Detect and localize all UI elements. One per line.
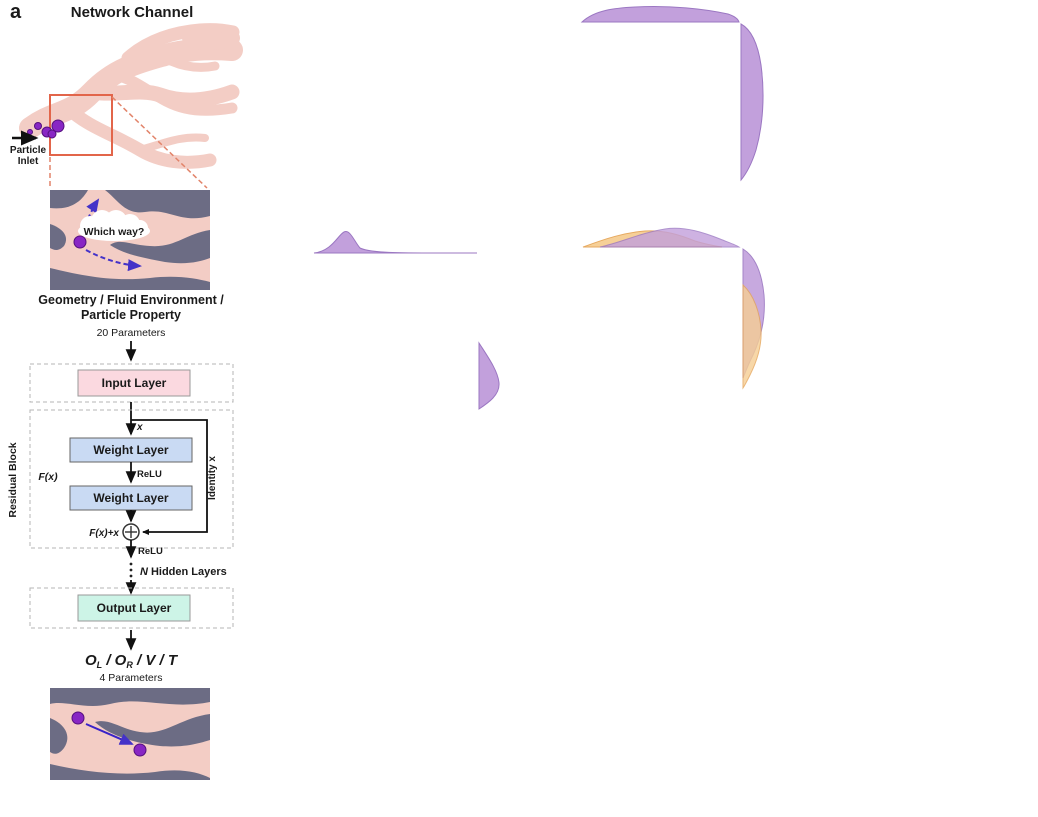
- hidden-layers-label: N Hidden Layers: [140, 566, 227, 578]
- marginal-density-top: [580, 5, 740, 23]
- output-params-count: 4 Parameters: [99, 672, 162, 684]
- network-channel-art: [19, 23, 243, 169]
- fx-label: F(x): [38, 471, 58, 483]
- output-parameters-formula: OL / OR / V / T: [85, 652, 179, 670]
- particle-inlet-label-1: Particle: [10, 145, 47, 156]
- panel-f-3d-error-bars: [690, 450, 1038, 817]
- particle: [73, 235, 87, 249]
- output-layer-group-box: [29, 587, 234, 629]
- particle-end: [133, 743, 147, 757]
- panel-d-evaluation-bars: [780, 225, 1038, 450]
- residual-block-label: Residual Block: [7, 442, 19, 517]
- weight-layer-2-box: [69, 485, 193, 511]
- marginal-density-top: [313, 231, 477, 254]
- panel-a-network-diagram: a Network Channel Particle Inlet: [7, 1, 243, 780]
- input-desc-1: Geometry / Fluid Environment /: [38, 293, 224, 307]
- marginal-density-right: [740, 23, 764, 182]
- zoom-connector-right: [111, 96, 208, 189]
- which-way-text: Which way?: [84, 226, 145, 238]
- zoom-inset-which-way: Which way?: [50, 190, 210, 290]
- output-layer-label: Output Layer: [97, 601, 172, 615]
- input-layer-label: Input Layer: [102, 376, 167, 390]
- trajectory-inset: [50, 688, 210, 780]
- weight-layer-1-box: [69, 437, 193, 463]
- marginal-density-right: [478, 341, 500, 410]
- relu-label-2: ReLU: [138, 546, 163, 557]
- panel-b-i-confusion-matrix: [240, 0, 510, 225]
- input-layer-group-box: [29, 363, 234, 403]
- trajectory-arrow: [85, 723, 134, 745]
- input-desc-2: Particle Property: [81, 308, 181, 322]
- panel-e-microscopy-grid: [250, 450, 690, 817]
- input-params-count: 20 Parameters: [97, 327, 166, 339]
- output-layer-box: [77, 594, 191, 622]
- panel-b-ii-position-scatter: [580, 5, 764, 182]
- panel-b-iii-time-scatter: [313, 231, 500, 410]
- weight-layer-1-label: Weight Layer: [93, 443, 168, 457]
- panel-c-class-probability: [780, 0, 1038, 225]
- particle-inlet-label-2: Inlet: [18, 156, 39, 167]
- zoom-highlight-rect: [49, 94, 113, 156]
- marginal-density-right-velocity-y: [742, 283, 762, 390]
- weight-layer-2-label: Weight Layer: [93, 491, 168, 505]
- which-way-cloud: [78, 210, 150, 241]
- relu-label-1: ReLU: [137, 469, 162, 480]
- path-option-down-arrow: [85, 249, 142, 272]
- panel-b-iv-velocity-scatter: [582, 227, 765, 390]
- panel-a-title: Network Channel: [71, 4, 194, 21]
- x-annotation: x: [136, 422, 143, 433]
- marginal-density-top-velocity-x: [599, 227, 741, 248]
- panel-a-label: a: [10, 1, 22, 23]
- input-layer-box: [77, 369, 191, 397]
- particle-start: [71, 711, 85, 725]
- fx-plus-x-label: F(x)+x: [89, 528, 119, 539]
- identity-label: Identity x: [207, 456, 218, 500]
- identity-skip-connection: [131, 419, 208, 533]
